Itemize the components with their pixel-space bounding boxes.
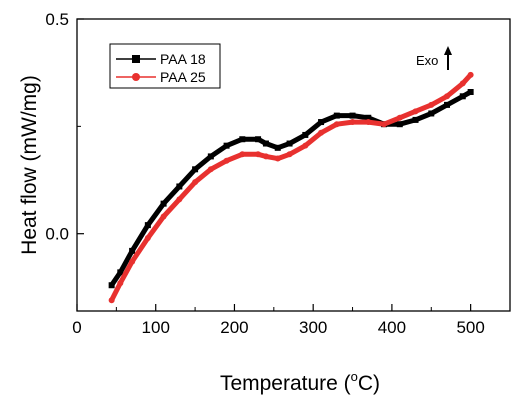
point-s1-10 — [255, 151, 262, 158]
x-tick-label-300: 300 — [299, 318, 327, 337]
legend-item-paa-25: PAA 25 — [116, 69, 206, 85]
point-s0-25 — [467, 89, 474, 95]
point-s1-7 — [207, 166, 214, 173]
point-s0-4 — [160, 200, 167, 207]
x-tick-label-200: 200 — [220, 318, 248, 337]
y-tick-label-0: 0.0 — [45, 225, 69, 244]
point-s1-11 — [262, 153, 269, 160]
point-s0-24 — [459, 93, 466, 100]
x-tick-label-100: 100 — [142, 318, 170, 337]
point-s1-2 — [129, 258, 136, 265]
point-s1-4 — [160, 213, 167, 220]
y-axis-ticks: 0.0 0.5 — [45, 10, 84, 244]
point-s0-3 — [144, 222, 151, 229]
point-s0-1 — [117, 269, 124, 276]
point-s0-7 — [207, 153, 214, 160]
point-s1-24 — [459, 80, 466, 87]
x-axis-title-prefix: Temperature ( — [220, 372, 351, 395]
point-s0-17 — [349, 112, 356, 119]
point-s1-1 — [117, 280, 124, 287]
point-s1-17 — [349, 119, 356, 126]
x-axis-title-unit: C) — [358, 372, 380, 395]
legend-item-paa-18: PAA 18 — [116, 51, 206, 67]
point-s0-21 — [412, 116, 419, 123]
exo-arrow-head-icon — [444, 46, 452, 55]
point-s1-19 — [381, 121, 388, 128]
plot-frame — [76, 18, 511, 312]
x-tick-label-400: 400 — [378, 318, 406, 337]
y-tick-label-1: 0.5 — [45, 10, 69, 29]
point-s0-6 — [192, 166, 199, 173]
exo-annotation: Exo — [416, 46, 452, 70]
point-s0-16 — [333, 112, 340, 119]
point-s1-16 — [333, 121, 340, 128]
x-axis-ticks: 0 100 200 300 400 500 — [72, 304, 485, 337]
point-s0-0 — [108, 282, 115, 289]
y-axis-title: Heat flow (mW/mg) — [18, 75, 41, 255]
legend: PAA 18 PAA 25 — [109, 43, 221, 89]
point-s0-18 — [365, 114, 372, 121]
point-s0-14 — [302, 131, 309, 138]
point-s1-23 — [444, 93, 451, 100]
legend-marker-paa-25 — [132, 73, 140, 81]
legend-label-paa-25: PAA 25 — [160, 69, 206, 85]
point-s1-9 — [239, 151, 246, 158]
point-s1-6 — [192, 179, 199, 186]
legend-marker-paa-18 — [132, 55, 140, 63]
point-s0-10 — [255, 136, 262, 143]
point-s0-9 — [239, 136, 246, 143]
point-s1-15 — [318, 129, 325, 136]
point-s0-13 — [286, 140, 293, 147]
point-s0-20 — [396, 121, 403, 128]
point-s1-25 — [467, 71, 474, 78]
exo-label: Exo — [416, 53, 438, 68]
legend-box — [109, 43, 221, 89]
point-s1-22 — [428, 101, 435, 108]
legend-label-paa-18: PAA 18 — [160, 51, 206, 67]
point-s1-0 — [108, 297, 115, 304]
point-s0-15 — [318, 119, 325, 126]
point-s0-22 — [428, 110, 435, 117]
point-s0-5 — [176, 183, 183, 190]
point-s0-12 — [274, 144, 281, 151]
point-s1-3 — [144, 235, 151, 241]
point-s1-12 — [274, 155, 281, 162]
x-axis-title-degree: o — [351, 369, 358, 384]
point-s0-23 — [444, 101, 451, 108]
point-s1-5 — [176, 196, 183, 203]
x-axis-title: Temperature (oC) — [220, 369, 380, 395]
point-s0-2 — [129, 247, 136, 254]
point-s1-20 — [396, 114, 403, 121]
x-tick-label-0: 0 — [72, 318, 81, 337]
point-s1-21 — [412, 108, 419, 115]
series-group — [108, 71, 474, 304]
point-s0-8 — [223, 142, 230, 149]
point-s1-8 — [223, 157, 230, 164]
x-tick-label-500: 500 — [456, 318, 484, 337]
point-s0-11 — [262, 140, 269, 147]
point-s1-13 — [286, 151, 293, 158]
point-s1-14 — [302, 142, 309, 149]
point-s1-18 — [365, 119, 372, 126]
